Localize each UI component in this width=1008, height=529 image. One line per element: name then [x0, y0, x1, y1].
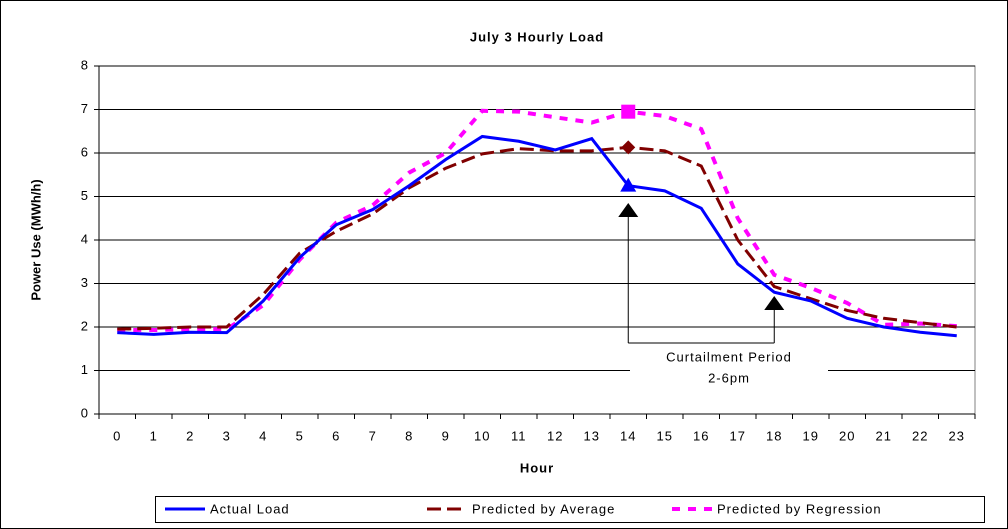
series-line: [117, 145, 957, 331]
y-axis-title: Power Use (MWh/h): [28, 179, 43, 300]
legend-label: Actual Load: [210, 501, 290, 516]
x-tick-label: 11: [511, 428, 527, 443]
x-tick-label: 9: [442, 428, 450, 443]
y-tick-label: 0: [81, 405, 89, 420]
y-tick-label: 6: [81, 144, 89, 159]
x-tick-label: 22: [912, 428, 928, 443]
x-tick-label: 23: [949, 428, 965, 443]
x-axis-title: Hour: [520, 460, 554, 475]
annotation-arrow: [618, 203, 639, 217]
x-tick-label: 6: [332, 428, 340, 443]
x-tick-label: 21: [876, 428, 892, 443]
x-tick-label: 2: [186, 428, 194, 443]
marker: [620, 177, 637, 192]
x-tick-label: 18: [766, 428, 782, 443]
x-tick-label: 14: [620, 428, 636, 443]
x-tick-label: 19: [803, 428, 819, 443]
y-tick-label: 8: [81, 57, 89, 72]
annotation-text: 2-6pm: [708, 370, 750, 385]
x-tick-label: 15: [657, 428, 673, 443]
x-tick-label: 5: [296, 428, 304, 443]
x-tick-label: 10: [474, 428, 490, 443]
x-tick-label: 8: [405, 428, 413, 443]
y-tick-label: 4: [81, 231, 89, 246]
y-tick-label: 2: [81, 318, 89, 333]
x-tick-label: 4: [259, 428, 267, 443]
legend-label: Predicted by Average: [472, 501, 615, 516]
x-tick-label: 20: [839, 428, 855, 443]
x-tick-label: 0: [113, 428, 121, 443]
x-tick-label: 12: [547, 428, 563, 443]
x-tick-label: 17: [730, 428, 746, 443]
legend-box: [155, 496, 985, 523]
marker: [621, 104, 636, 119]
y-tick-label: 1: [81, 362, 89, 377]
chart-title: July 3 Hourly Load: [470, 29, 604, 44]
y-tick-label: 3: [81, 275, 89, 290]
y-tick-label: 7: [81, 101, 89, 116]
x-tick-label: 16: [693, 428, 709, 443]
x-tick-label: 7: [369, 428, 377, 443]
annotation-text: Curtailment Period: [666, 349, 792, 364]
y-tick-label: 5: [81, 188, 89, 203]
annotation-arrow: [764, 296, 785, 310]
x-tick-label: 3: [223, 428, 231, 443]
legend-label: Predicted by Regression: [717, 501, 882, 516]
series-line: [117, 134, 957, 338]
x-tick-label: 13: [584, 428, 600, 443]
x-tick-label: 1: [150, 428, 158, 443]
annotation-box: [630, 349, 828, 389]
marker: [621, 140, 636, 155]
series-line: [117, 108, 957, 333]
